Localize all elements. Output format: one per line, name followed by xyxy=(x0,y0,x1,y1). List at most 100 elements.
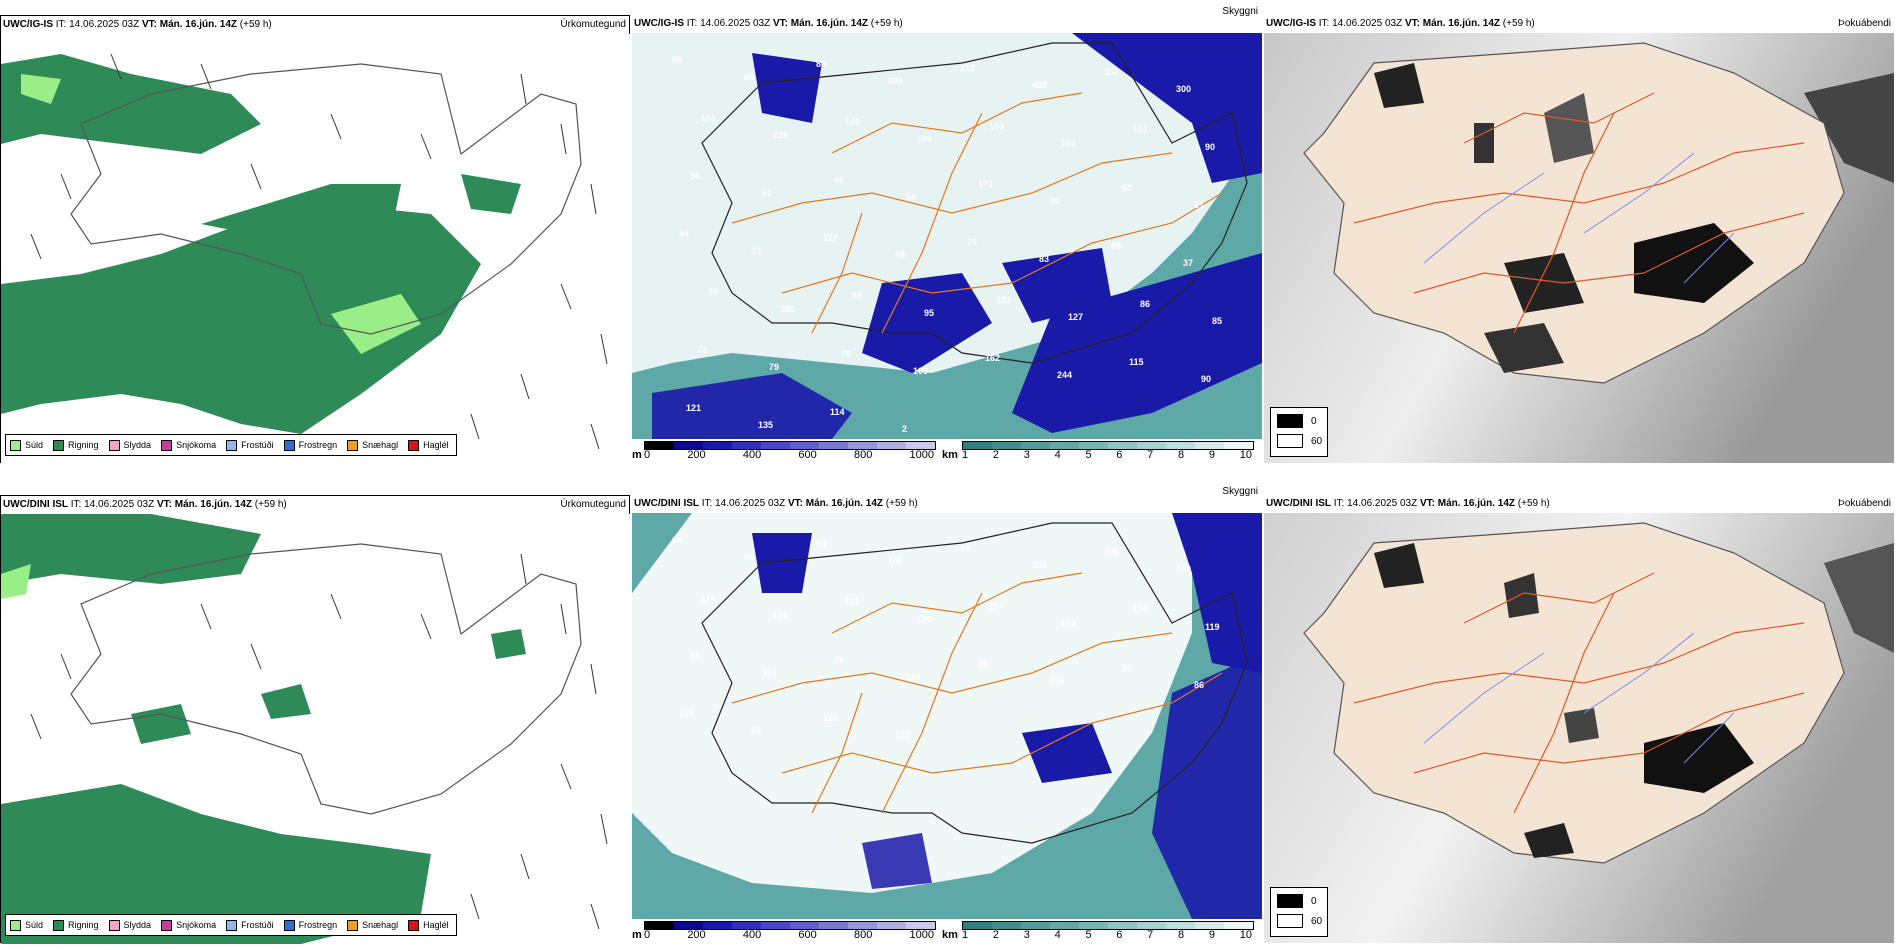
precip-panel-row2: UWC/DINI ISL IT: 14.06.2025 03Z VT: Mán.… xyxy=(0,495,631,944)
tick-label: 0 xyxy=(644,449,651,461)
legend-label: Rigning xyxy=(68,440,99,450)
colorbar-step xyxy=(906,922,935,929)
panel-title: Þokuábendi xyxy=(1838,18,1891,29)
legend-label: Haglél xyxy=(423,440,449,450)
tick-label: 3 xyxy=(1023,929,1030,941)
legend-swatch xyxy=(283,439,295,451)
legend-label: 60 xyxy=(1311,435,1323,447)
model-name: UWC/DINI ISL xyxy=(3,499,68,510)
legend-swatch xyxy=(226,439,238,451)
vt-value: Mán. 16.jún. 14Z xyxy=(1437,498,1515,509)
vt-value: Mán. 16.jún. 14Z xyxy=(805,498,883,509)
model-name: UWC/IG-IS xyxy=(634,18,684,29)
colorbar-step xyxy=(1021,922,1050,929)
visibility-value-label: 101 xyxy=(996,295,1011,305)
colorbar-step xyxy=(1166,922,1195,929)
visibility-value-label: 61 xyxy=(762,188,772,198)
legend-swatch xyxy=(1277,414,1303,428)
legend-label: Snjókoma xyxy=(176,440,217,450)
legend-swatch xyxy=(226,919,238,931)
legend-item: Slydda xyxy=(108,919,151,931)
visibility-value-label: 162 xyxy=(985,353,1000,363)
legend-swatch xyxy=(1277,914,1303,928)
legend-swatch xyxy=(347,439,359,451)
forecast-offset: (+59 h) xyxy=(885,498,918,509)
precip-legend: Súld Rigning Slydda Snjókoma Frostúði Fr… xyxy=(5,914,457,936)
fog-legend-row: 60 xyxy=(1277,434,1322,448)
vt-value: Mán. 16.jún. 14Z xyxy=(159,19,237,30)
visibility-value-label: 101 xyxy=(1061,138,1076,148)
legend-item: Snjókoma xyxy=(161,919,216,931)
legend-item: Snjókoma xyxy=(161,439,217,451)
legend-label: Frostúði xyxy=(241,440,274,450)
legend-swatch xyxy=(408,439,420,451)
colorbar-step xyxy=(1137,442,1166,449)
tick-label: 10 xyxy=(1239,449,1252,461)
visibility-value-label: 56 xyxy=(906,192,916,202)
legend-label: 0 xyxy=(1311,415,1317,427)
tick-label: 6 xyxy=(1116,929,1123,941)
colorbar-legend: m 0 200 400 600 800 1000 km 1 2 3 4 5 6 … xyxy=(632,919,1262,943)
legend-swatch xyxy=(283,919,295,931)
visibility-value-label: 121 xyxy=(686,403,701,413)
it-label: IT: xyxy=(686,18,698,29)
legend-label: Haglél xyxy=(423,920,449,930)
visibility-value-label: 109 xyxy=(913,366,928,376)
visibility-value-label: 331 xyxy=(1104,67,1119,77)
visibility-value-label: 105 xyxy=(917,134,932,144)
visibility-value-label: 80 xyxy=(744,552,754,562)
fog-legend: 0 60 xyxy=(1270,887,1328,937)
visibility-value-label: 51 xyxy=(1194,200,1204,210)
colorbar-step xyxy=(761,442,790,449)
visibility-value-label: 38 xyxy=(708,287,718,297)
visibility-value-label: 110 xyxy=(679,709,694,719)
tick-label: 0 xyxy=(644,929,651,941)
panel-header: UWC/IG-IS IT: 14.06.2025 03Z VT: Mán. 16… xyxy=(3,18,627,32)
tick-label: 2 xyxy=(992,449,999,461)
legend-swatch xyxy=(10,439,21,451)
colorbar-step xyxy=(703,442,732,449)
visibility-value-label: 119 xyxy=(1205,622,1220,632)
visibility-value-label: 244 xyxy=(1057,370,1072,380)
visibility-value-label: 73 xyxy=(697,345,707,355)
legend-label: 60 xyxy=(1311,915,1323,927)
visibility-value-label: 135 xyxy=(758,420,773,430)
visibility-value-label: 193 xyxy=(1061,618,1076,628)
visibility-value-label: 90 xyxy=(1201,374,1211,384)
tick-label: 1000 xyxy=(909,449,934,461)
vt-value: Mán. 16.jún. 14Z xyxy=(790,18,868,29)
visibility-value-label: 101 xyxy=(1133,125,1148,135)
tick-label: 1 xyxy=(962,929,969,941)
fog-panel-row1: UWC/IG-IS IT: 14.06.2025 03Z VT: Mán. 16… xyxy=(1264,15,1894,463)
colorbar-step xyxy=(790,922,819,929)
panel-header: UWC/DINI ISL IT: 14.06.2025 03Z VT: Mán.… xyxy=(1266,497,1892,511)
panel-header: UWC/DINI ISL IT: 14.06.2025 03Z VT: Mán.… xyxy=(3,498,627,512)
colorbar-step xyxy=(848,922,877,929)
legend-label: Snæhagl xyxy=(362,920,399,930)
vt-value: Mán. 16.jún. 14Z xyxy=(174,499,252,510)
visibility-map-svg xyxy=(632,513,1262,919)
panel-header: UWC/IG-IS IT: 14.06.2025 03Z VT: Mán. 16… xyxy=(1266,17,1892,31)
visibility-panel-row2: UWC/DINI ISL IT: 14.06.2025 03Z VT: Mán.… xyxy=(632,486,1262,943)
visibility-value-label: 123 xyxy=(895,730,910,740)
visibility-value-label: 886 xyxy=(888,76,903,86)
legend-item: Rigning xyxy=(53,439,99,451)
elevation-unit: m xyxy=(632,929,642,941)
it-value: 14.06.2025 03Z xyxy=(1347,498,1418,509)
legend-label: Súld xyxy=(25,920,44,930)
visibility-value-label: 90 xyxy=(1205,142,1215,152)
colorbar-step xyxy=(963,922,992,929)
visibility-ticks: 1 2 3 4 5 6 7 8 9 10 xyxy=(962,449,1252,461)
tick-label: 200 xyxy=(687,929,706,941)
visibility-value-label: 44 xyxy=(679,229,689,239)
colorbar-step xyxy=(1079,442,1108,449)
tick-label: 600 xyxy=(798,929,817,941)
legend-swatch xyxy=(53,439,65,451)
visibility-value-label: 86 xyxy=(1194,680,1204,690)
colorbar-step xyxy=(1021,442,1050,449)
visibility-value-label: 126 xyxy=(773,610,788,620)
visibility-value-label: 85 xyxy=(1111,241,1121,251)
it-value: 14.06.2025 03Z xyxy=(69,19,140,30)
colorbar-step xyxy=(992,922,1021,929)
visibility-value-label: 236 xyxy=(1050,676,1065,686)
